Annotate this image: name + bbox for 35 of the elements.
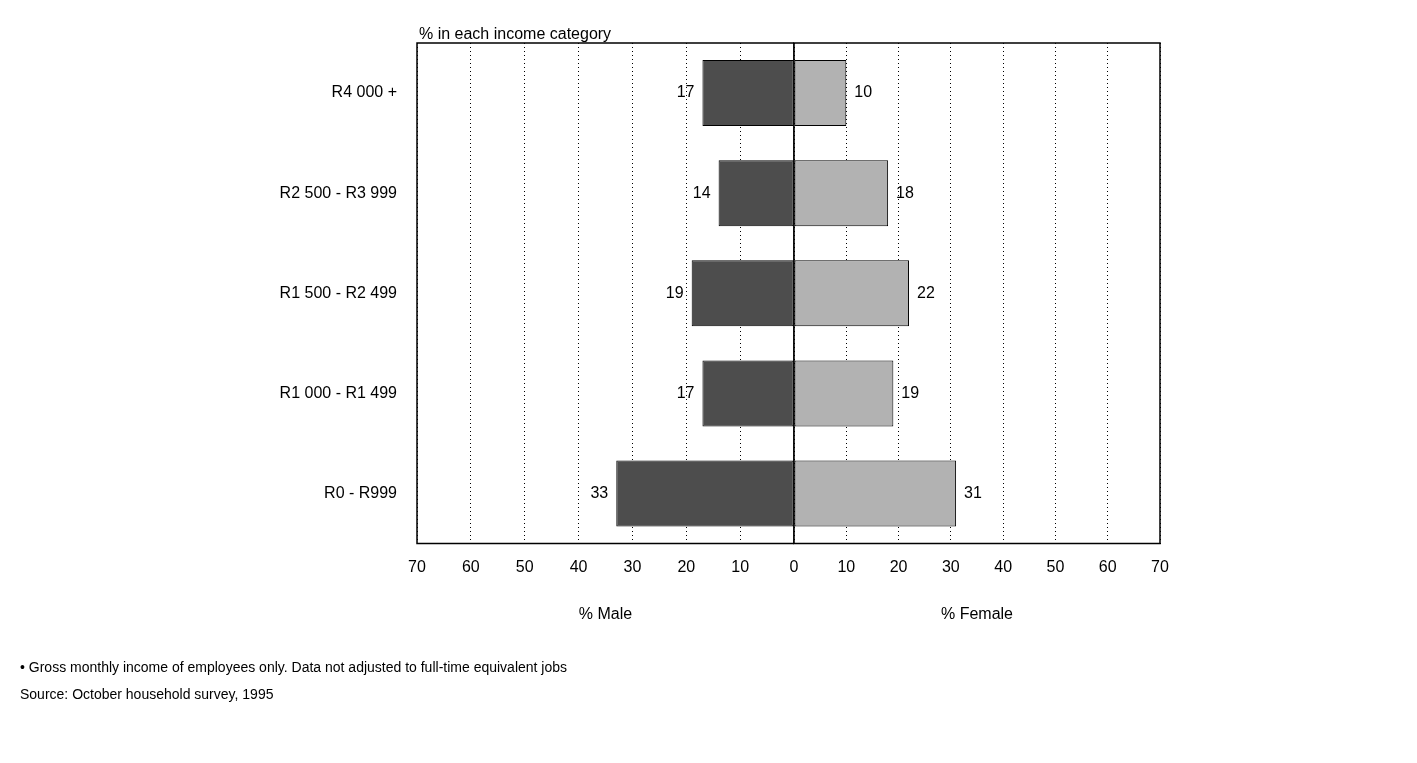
x-tick-label: 50 (1046, 557, 1065, 575)
y-tick-label: R1 500 - R2 499 (279, 283, 398, 301)
x-tick-label: 20 (677, 557, 696, 575)
x-tick-label: 10 (731, 557, 750, 575)
x-tick-label: 40 (994, 557, 1013, 575)
data-label: 22 (917, 283, 935, 301)
x-tick-label: 30 (623, 557, 642, 575)
y-tick-label: R2 500 - R3 999 (279, 183, 398, 201)
chart-title: % in each income category (419, 25, 612, 43)
text: • Gross monthly income of employees only. Data not adjusted to full-time equivalent jobs (20, 658, 569, 677)
x-tick-label: 70 (408, 557, 426, 575)
data-label: 19 (665, 283, 684, 301)
source-note: Source: October household survey, 1995 (20, 685, 275, 704)
data-label: 19 (901, 383, 920, 401)
y-tick-label: R0 - R999 (324, 483, 398, 501)
x-tick-label: 70 (1151, 557, 1169, 575)
y-tick-label: R1 000 - R1 499 (279, 383, 398, 401)
x-tick-label: 10 (837, 557, 856, 575)
x-axis-title: % Female (940, 604, 1014, 622)
data-label: 14 (692, 183, 711, 201)
x-tick-label: 20 (889, 557, 908, 575)
data-label: 33 (590, 483, 609, 501)
x-tick-label: 60 (461, 557, 480, 575)
data-label: 17 (676, 383, 695, 401)
data-label: 18 (896, 183, 915, 201)
y-tick-label: R4 000 + (331, 83, 397, 101)
data-label: 17 (676, 83, 695, 101)
x-tick-label: 50 (515, 557, 534, 575)
data-label: 31 (964, 483, 982, 501)
x-axis-title: % Male (578, 604, 633, 622)
x-tick-label: 60 (1098, 557, 1117, 575)
x-tick-label: 30 (941, 557, 960, 575)
x-tick-label: 0 (789, 557, 799, 575)
data-label: 10 (854, 83, 873, 101)
x-tick-label: 40 (569, 557, 588, 575)
